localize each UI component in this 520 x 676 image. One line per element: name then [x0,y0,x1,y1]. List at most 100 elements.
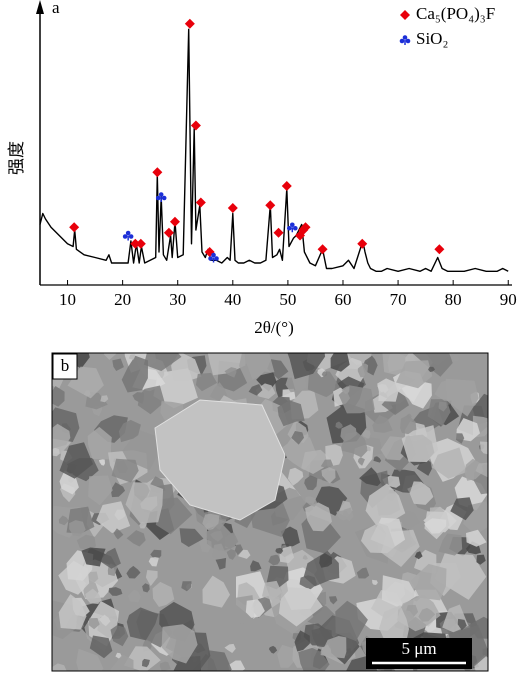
sem-grain [88,475,113,506]
sem-grain [476,554,486,565]
x-tick-label: 60 [334,290,351,309]
marker-diamond [190,120,201,131]
sem-grain [59,442,93,479]
legend-label: SiO₂ [416,29,448,48]
club-lobe [208,256,213,261]
marker-diamond [130,238,141,249]
sem-grain [81,547,106,567]
sem-grain [400,414,417,436]
x-axis-label: 2θ/(°) [254,318,294,337]
sem-grain [357,363,369,378]
panel-label: b [61,356,70,375]
xrd-chart: a 2θ/(°) 强度 10 20 30 40 50 60 70 80 90 Ca₅(PO₄)₃F… [7,0,517,337]
xrd-line [39,28,509,272]
sem-grain [58,594,87,630]
sem-grain [268,554,281,566]
club-lobe [122,234,128,239]
sem-grain [396,360,433,389]
sem-grain [475,462,488,478]
sem-grain [379,605,409,641]
sem-grain [294,630,310,652]
sem-grain [305,496,318,507]
sem-grain [381,388,409,415]
sem-grain [248,384,263,396]
x-tick-label: 30 [169,290,186,309]
sem-grain [340,431,368,458]
sem-grain [341,386,350,394]
sem-grain [381,575,417,608]
legend-label: Ca₅(PO₄)₃F [416,4,495,23]
sem-grain [195,372,218,392]
sem-grain [76,534,96,550]
marker-diamond [281,181,292,191]
panel-label-box [52,353,78,380]
sem-grain [110,482,125,498]
sem-grain [228,660,246,671]
sem-grain [211,543,227,559]
sem-grain [287,353,326,380]
sem-grain [52,386,65,407]
sem-grain [372,415,393,433]
sem-grain [52,663,67,671]
x-tick-label: 70 [390,290,407,309]
club-lobe [125,230,131,236]
club-lobe [128,234,134,239]
x-tick-label: 90 [500,290,517,309]
sem-particle [154,399,286,521]
sem-grain [161,624,198,664]
sem-grain [113,528,124,540]
sem-grain [396,594,441,632]
sem-grain [87,426,112,460]
sem-grain [145,570,158,587]
x-tick-label: 20 [114,290,131,309]
marker-diamond [434,244,445,255]
sem-grain [400,510,421,531]
sem-grain [366,446,371,452]
sem-grain [209,382,228,400]
sem-grain [473,654,488,671]
marker-diamond [135,238,146,249]
sem-grain [202,575,230,608]
sem-grain [148,557,159,567]
sem-grain [346,648,352,655]
sem-grain [320,636,347,659]
sem-grain [224,643,236,653]
sem-grain [118,419,141,443]
sem-grain [96,501,131,534]
sem-grain [267,359,289,380]
sem-grain [112,358,124,371]
sem-grain [181,581,192,592]
sem-grain [480,441,488,455]
sem-grain [423,518,447,534]
sem-grain [451,354,460,362]
sem-grain [275,547,284,554]
club-lobe [405,38,411,44]
sem-grain [280,526,300,547]
sem-grain [121,355,148,393]
sem-grain [377,378,399,402]
sem-grain [58,515,69,526]
sem-grain [427,399,451,426]
sem-grain [356,567,370,579]
sem-grain [357,457,365,466]
sem-grain [100,395,109,403]
sem-grain [336,510,351,521]
sem-grain [127,589,141,603]
sem-grain [287,467,304,486]
club-lobe [402,35,408,40]
sem-grain [277,400,305,427]
sem-frame [51,352,489,672]
sem-grain [307,370,341,398]
sem-grain [179,528,204,547]
y-axis-arrow [36,0,44,14]
sem-grain [88,618,100,630]
sem-grain [143,353,182,372]
sem-grain [224,367,237,378]
club-lobe [158,192,164,197]
sem-grain [466,529,487,547]
sem-grain [401,425,438,462]
sem-grain [268,645,278,654]
sem-grain [250,560,262,572]
sem-grain [432,447,467,479]
club-lobe [214,256,219,261]
